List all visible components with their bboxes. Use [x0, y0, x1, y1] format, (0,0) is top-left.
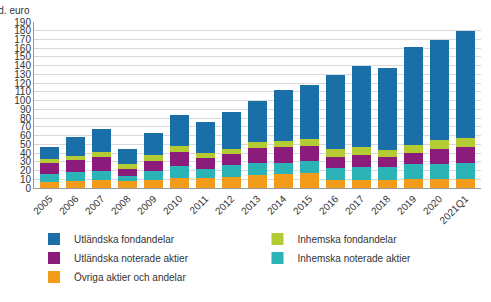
svg-text:60: 60 [20, 130, 32, 141]
svg-text:80: 80 [20, 113, 32, 124]
svg-text:Inhemska noterade aktier: Inhemska noterade aktier [298, 253, 412, 264]
svg-text:2019: 2019 [395, 193, 419, 217]
svg-text:2018: 2018 [369, 193, 393, 217]
svg-text:40: 40 [20, 148, 32, 159]
svg-text:2021Q1: 2021Q1 [437, 193, 470, 226]
svg-text:50: 50 [20, 139, 32, 150]
svg-text:110: 110 [15, 86, 31, 97]
svg-text:Inhemska fondandelar: Inhemska fondandelar [298, 234, 398, 245]
svg-text:30: 30 [20, 156, 32, 167]
svg-text:140: 140 [14, 60, 31, 71]
svg-text:70: 70 [20, 121, 32, 132]
svg-text:180: 180 [14, 25, 31, 36]
svg-text:2005: 2005 [31, 193, 55, 217]
svg-text:170: 170 [14, 34, 31, 45]
svg-text:2008: 2008 [109, 193, 133, 217]
svg-text:20: 20 [20, 165, 32, 176]
svg-text:Övriga aktier och andelar: Övriga aktier och andelar [74, 272, 186, 283]
svg-text:2017: 2017 [343, 193, 367, 217]
svg-text:2010: 2010 [161, 193, 185, 217]
svg-text:2016: 2016 [317, 193, 341, 217]
svg-text:2020: 2020 [421, 193, 445, 217]
svg-text:2014: 2014 [265, 193, 289, 217]
svg-text:90: 90 [20, 104, 32, 115]
svg-text:190: 190 [14, 17, 31, 28]
svg-text:2006: 2006 [57, 193, 81, 217]
svg-text:2012: 2012 [213, 193, 237, 217]
svg-text:2013: 2013 [239, 193, 263, 217]
svg-text:Utländska noterade aktier: Utländska noterade aktier [74, 253, 189, 264]
svg-text:100: 100 [14, 95, 31, 106]
svg-text:2011: 2011 [187, 193, 210, 216]
svg-text:Utländska fondandelar: Utländska fondandelar [74, 234, 175, 245]
svg-text:2007: 2007 [83, 193, 107, 217]
svg-text:130: 130 [14, 69, 31, 80]
svg-text:120: 120 [14, 78, 31, 89]
svg-text:md. euro: md. euro [0, 5, 30, 16]
svg-text:150: 150 [14, 51, 31, 62]
svg-text:0: 0 [25, 183, 31, 194]
svg-text:2009: 2009 [135, 193, 159, 217]
svg-text:160: 160 [14, 43, 31, 54]
svg-text:2015: 2015 [291, 193, 315, 217]
svg-text:10: 10 [20, 174, 32, 185]
